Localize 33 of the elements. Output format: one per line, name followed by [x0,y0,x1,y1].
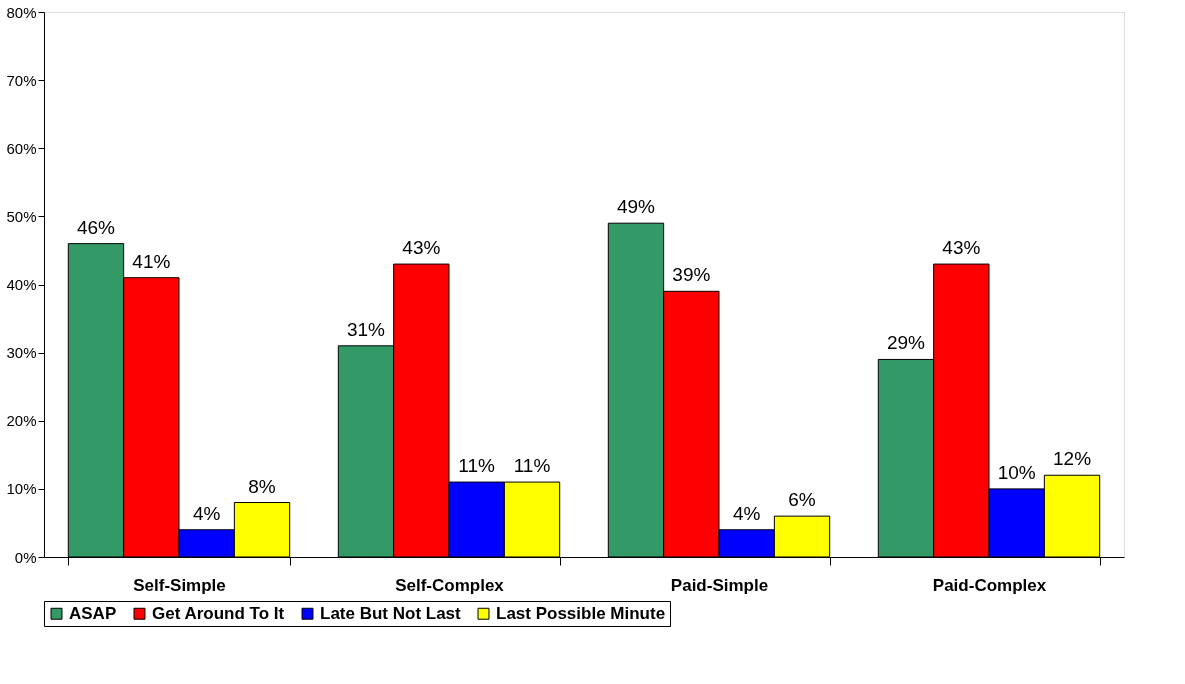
legend-label: Last Possible Minute [496,603,666,623]
y-tick-label: 80% [6,3,37,21]
data-label: 4% [192,502,221,524]
y-tick-label: 40% [6,276,37,293]
y-tick-label: 50% [6,207,37,225]
y-tick-label: 70% [6,71,37,89]
data-label: 11% [458,455,496,477]
data-label: 29% [886,332,926,354]
data-label: 11% [513,455,551,477]
data-label: 49% [616,196,656,218]
data-label: 6% [788,489,816,511]
y-tick-label: 30% [6,344,37,362]
data-label: 39% [672,264,711,286]
y-tick-label: 60% [6,139,37,157]
legend-label: Late But Not Last [320,603,462,623]
legend-label: Get Around To It [152,603,285,623]
data-label: 12% [1053,448,1092,470]
data-label: 4% [732,502,761,524]
data-label: 10% [997,461,1036,483]
data-label: 43% [402,237,441,259]
data-label: 43% [942,237,981,259]
y-tick-label: 0% [14,548,37,566]
x-tick-label: Paid-Simple [670,575,769,595]
legend-label: ASAP [69,603,117,623]
x-tick-label: Paid-Complex [932,575,1047,595]
x-tick-label: Self-Complex [395,575,505,595]
data-label: 46% [76,216,116,238]
data-label: 41% [132,250,171,272]
y-tick-label: 10% [6,480,37,498]
y-tick-label: 20% [6,412,37,430]
x-tick-label: Self-Simple [133,575,226,595]
data-label: 8% [248,475,276,497]
data-label: 31% [346,318,386,340]
